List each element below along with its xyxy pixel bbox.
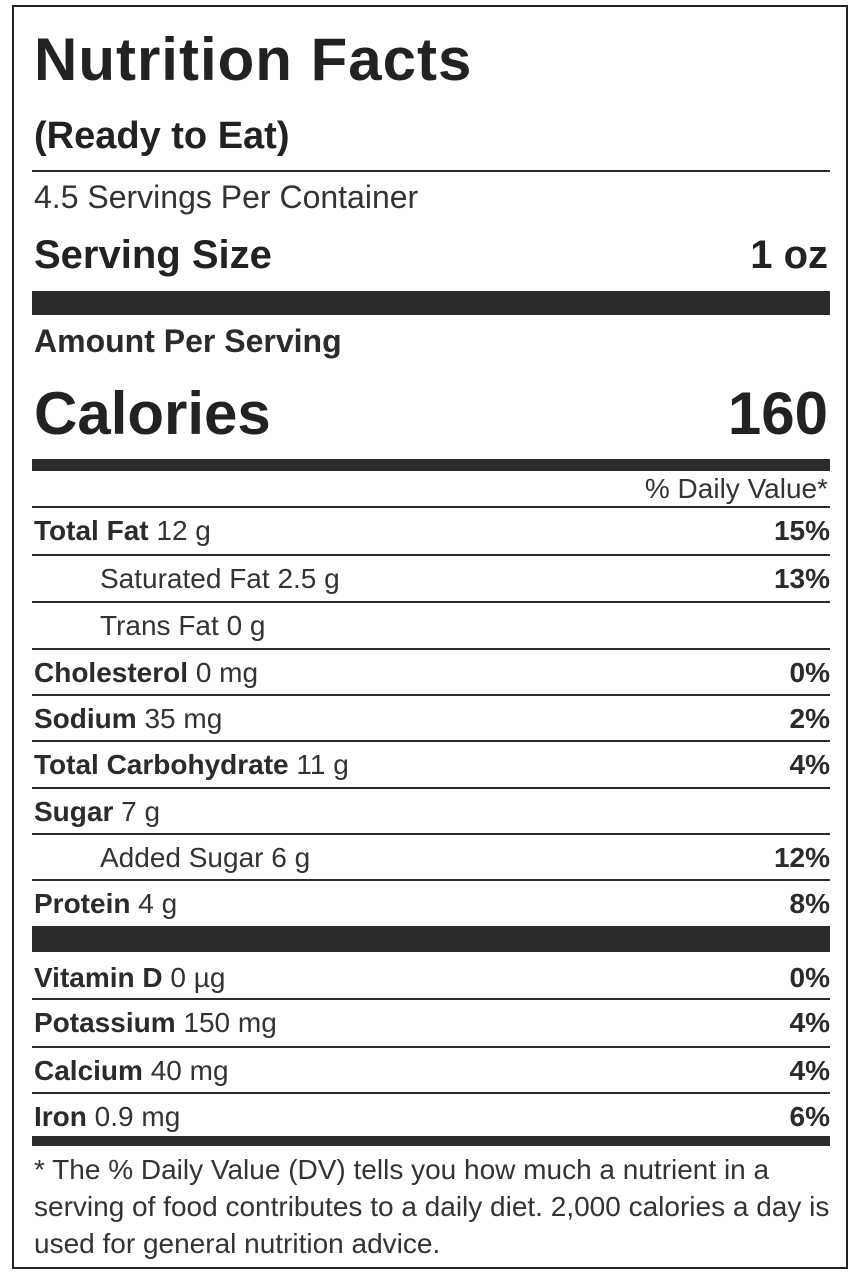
- calories-label: Calories: [34, 380, 271, 447]
- daily-value-footnote: * The % Daily Value (DV) tells you how m…: [34, 1154, 830, 1259]
- nutrient-name: Total Fat 12 g: [34, 515, 211, 546]
- divider-thin: [32, 1046, 830, 1048]
- divider-thin: [32, 694, 830, 696]
- vitamin-name: Iron 0.9 mg: [34, 1101, 181, 1132]
- divider-medium: [32, 1136, 830, 1146]
- vitamin-name: Vitamin D 0 µg: [34, 962, 226, 993]
- nutrient-name: Protein 4 g: [34, 888, 178, 919]
- vitamin-daily-value: 4%: [789, 1007, 830, 1038]
- divider-thin: [32, 170, 830, 172]
- nutrient-row-cholesterol: Cholesterol 0 mg 0%: [32, 650, 830, 696]
- calories-value: 160: [727, 380, 828, 447]
- nutrient-daily-value: 15%: [773, 515, 830, 546]
- nutrient-name: Added Sugar 6 g: [100, 842, 311, 873]
- divider-thin: [32, 740, 830, 742]
- nutrient-row-total-fat: Total Fat 12 g 15%: [32, 508, 830, 554]
- daily-value-header: % Daily Value*: [644, 473, 828, 504]
- nutrient-daily-value: 4%: [789, 749, 830, 780]
- divider-thick: [32, 291, 830, 315]
- divider-thin: [32, 833, 830, 835]
- nutrient-daily-value: 13%: [773, 563, 830, 594]
- nutrient-row-trans-fat: Trans Fat 0 g: [32, 603, 830, 649]
- nutrient-name: Sugar 7 g: [34, 796, 161, 827]
- divider-thin: [32, 554, 830, 556]
- vitamin-name: Potassium 150 mg: [34, 1007, 277, 1038]
- nutrient-row-total-carbohydrate: Total Carbohydrate 11 g 4%: [32, 742, 830, 788]
- nutrient-name: Saturated Fat 2.5 g: [100, 563, 340, 594]
- nutrient-row-sugar: Sugar 7 g: [32, 789, 830, 835]
- divider-thin: [32, 998, 830, 1000]
- nutrient-daily-value: 8%: [789, 888, 830, 919]
- nutrient-row-saturated-fat: Saturated Fat 2.5 g 13%: [32, 556, 830, 602]
- divider-thin: [32, 879, 830, 881]
- divider-thin: [32, 787, 830, 789]
- nutrient-name: Total Carbohydrate 11 g: [34, 749, 349, 780]
- label-subtitle: (Ready to Eat): [34, 115, 290, 157]
- vitamin-row-iron: Iron 0.9 mg 6%: [32, 1094, 830, 1140]
- nutrition-facts-label: Nutrition Facts (Ready to Eat) 4.5 Servi…: [12, 5, 848, 1269]
- servings-per-container: 4.5 Servings Per Container: [34, 179, 419, 215]
- divider-thin: [32, 506, 830, 508]
- nutrient-daily-value: 0%: [789, 657, 830, 688]
- divider-thick: [32, 926, 830, 952]
- vitamin-daily-value: 0%: [789, 962, 830, 993]
- amount-per-serving: Amount Per Serving: [34, 323, 342, 359]
- vitamin-row-calcium: Calcium 40 mg 4%: [32, 1048, 830, 1094]
- vitamin-name: Calcium 40 mg: [34, 1055, 229, 1086]
- serving-size-value: 1 oz: [750, 233, 828, 277]
- vitamin-daily-value: 4%: [789, 1055, 830, 1086]
- nutrient-row-added-sugar: Added Sugar 6 g 12%: [32, 835, 830, 881]
- divider-thin: [32, 1092, 830, 1094]
- nutrient-row-sodium: Sodium 35 mg 2%: [32, 696, 830, 742]
- vitamin-row-potassium: Potassium 150 mg 4%: [32, 1000, 830, 1046]
- divider-medium: [32, 459, 830, 471]
- nutrient-daily-value: 2%: [789, 703, 830, 734]
- vitamin-row-vitamin-d: Vitamin D 0 µg 0%: [32, 955, 830, 1001]
- nutrient-daily-value: 12%: [773, 842, 830, 873]
- vitamin-daily-value: 6%: [789, 1101, 830, 1132]
- serving-size-label: Serving Size: [34, 233, 272, 277]
- nutrient-name: Cholesterol 0 mg: [34, 657, 259, 688]
- divider-thin: [32, 648, 830, 650]
- nutrient-name: Sodium 35 mg: [34, 703, 223, 734]
- label-title: Nutrition Facts: [34, 26, 473, 93]
- divider-thin: [32, 601, 830, 603]
- nutrient-name: Trans Fat 0 g: [100, 610, 266, 641]
- nutrient-row-protein: Protein 4 g 8%: [32, 881, 830, 927]
